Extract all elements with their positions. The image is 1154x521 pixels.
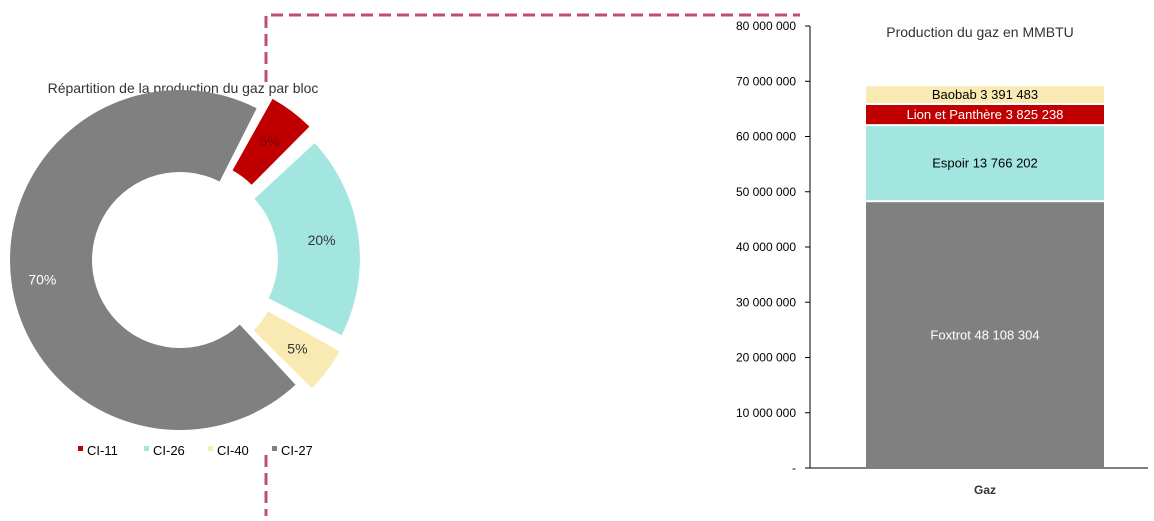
donut-label-ci-11: 5% (260, 133, 280, 149)
y-tick-label: 80 000 000 (736, 19, 796, 33)
legend-swatch-ci-11 (78, 446, 83, 451)
y-tick-label: 20 000 000 (736, 351, 796, 365)
bar-segment-foxtrot (866, 202, 1104, 469)
legend-swatch-ci-26 (144, 446, 149, 451)
donut-slice-ci-11 (232, 98, 310, 185)
y-tick-label: 70 000 000 (736, 74, 796, 88)
stacked-bar-chart: Production du gaz en MMBTU - 10 000 000 20… (736, 19, 1148, 497)
y-tick-label: 50 000 000 (736, 185, 796, 199)
donut-label-ci-27: 70% (28, 271, 56, 287)
bar-segment-baobab (866, 86, 1104, 104)
donut-label-ci-40: 5% (287, 340, 307, 356)
legend-label-ci-27: CI-27 (281, 443, 313, 458)
bar-category-label: Gaz (974, 483, 996, 497)
legend-label-ci-26: CI-26 (153, 443, 185, 458)
y-tick-label: 40 000 000 (736, 240, 796, 254)
bar-label-foxtrot: Foxtrot 48 108 304 (930, 328, 1039, 343)
bar-segment-espoir (866, 126, 1104, 201)
donut-slice-ci-40 (253, 311, 340, 389)
donut-slices (9, 90, 360, 431)
bar-label-espoir: Espoir 13 766 202 (932, 156, 1038, 171)
legend-label-ci-40: CI-40 (217, 443, 249, 458)
y-tick-label: 10 000 000 (736, 406, 796, 420)
bar-chart-title: Production du gaz en MMBTU (886, 24, 1074, 40)
connector-line-top (264, 13, 800, 82)
donut-slice-labels: 5% 20% 5% 70% (28, 133, 335, 356)
donut-slice-ci-26 (254, 143, 360, 336)
donut-label-ci-26: 20% (308, 232, 336, 248)
connector-lines (264, 13, 800, 516)
bar-segment-lion-et-panthère (866, 105, 1104, 125)
y-tick-label: - (792, 461, 796, 475)
donut-chart-title: Répartition de la production du gaz par … (48, 80, 319, 96)
donut-slice-ci-27 (9, 90, 296, 431)
legend-swatch-ci-27 (272, 446, 277, 451)
y-tick-label: 60 000 000 (736, 130, 796, 144)
bar-label-lion-et-panthère: Lion et Panthère 3 825 238 (907, 107, 1064, 122)
bar-segments (866, 86, 1104, 469)
bar-label-baobab: Baobab 3 391 483 (932, 87, 1038, 102)
y-tick-label: 30 000 000 (736, 295, 796, 309)
donut-legend: CI-11 CI-26 CI-40 CI-27 (78, 443, 313, 458)
legend-swatch-ci-40 (208, 446, 213, 451)
bar-segment-labels: Foxtrot 48 108 304 Espoir 13 766 202 Lion … (907, 87, 1064, 342)
donut-chart: Répartition de la production du gaz par … (9, 80, 360, 458)
bar-y-axis: - 10 000 000 20 000 000 30 000 000 40 000 00… (736, 19, 1148, 475)
legend-label-ci-11: CI-11 (87, 443, 118, 458)
